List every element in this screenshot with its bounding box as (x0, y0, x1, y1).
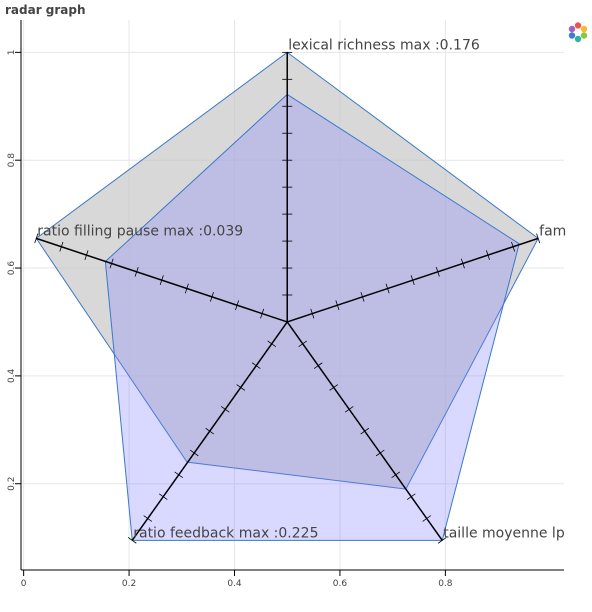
spoke-tick (251, 362, 261, 369)
spoke-tick (391, 471, 401, 479)
spoke-tick (236, 384, 246, 391)
spoke-layer (34, 51, 541, 544)
spoke-tick (184, 283, 189, 294)
spoke-tick (159, 275, 164, 286)
x-tick-label: 0.4 (227, 579, 242, 589)
spoke-tick (310, 308, 315, 319)
spoke-tick (410, 275, 415, 286)
x-tick-label: 0.8 (438, 579, 453, 589)
spoke-tick (437, 537, 447, 544)
spoke-tick (422, 515, 432, 522)
spoke-tick (189, 449, 199, 457)
spoke-tick (267, 340, 277, 348)
x-tick-label: 0.6 (333, 579, 348, 589)
series-polygon-2 (104, 93, 520, 541)
spoke-label: lexical richness max :0.176 (288, 37, 480, 53)
spoke-tick (511, 241, 516, 252)
spoke-tick (235, 300, 239, 311)
spoke-tick (158, 493, 168, 500)
spoke-tick (435, 266, 440, 277)
spoke-tick (143, 515, 153, 522)
spoke-tick (205, 427, 215, 435)
spoke-tick (406, 493, 416, 500)
y-tick-label: 1 (7, 49, 17, 55)
y-tick-label: 0.6 (7, 261, 17, 276)
spoke-tick (260, 308, 265, 319)
spoke-tick (344, 406, 354, 413)
spoke-tick (313, 362, 323, 369)
spoke-tick (360, 292, 365, 302)
spoke-tick (220, 406, 230, 413)
spoke-tick (536, 233, 541, 244)
label-layer: lexical richness max :0.176 fam taille moy… (37, 37, 566, 541)
spoke-tick (59, 241, 64, 252)
axes-layer: 0 0.2 0.4 0.6 0.8 0.2 0.4 0.6 0.8 1 (7, 20, 564, 589)
spoke-tick (298, 340, 308, 348)
spoke-tick (385, 283, 390, 294)
spoke-tick (34, 233, 39, 244)
spoke-tick (127, 537, 137, 544)
spoke-tick (375, 449, 385, 457)
spoke-tick (360, 427, 370, 435)
spoke-label: fam (539, 223, 566, 239)
spoke-tick (174, 471, 184, 479)
y-tick-label: 0.4 (7, 368, 17, 383)
x-tick-label: 0 (21, 579, 27, 589)
spoke-tick (335, 300, 340, 311)
spoke-tick (84, 250, 89, 260)
spoke-tick (486, 250, 490, 260)
spoke-tick (209, 292, 214, 302)
spoke-label: ratio feedback max :0.225 (133, 525, 318, 541)
spoke-label: taille moyenne lp (443, 525, 565, 541)
bokeh-logo-icon[interactable] (567, 21, 589, 43)
y-tick-label: 0.2 (7, 477, 17, 491)
chart-title: radar graph (5, 3, 86, 17)
spoke-tick (109, 258, 114, 269)
spoke-label: ratio filling pause max :0.039 (37, 223, 243, 239)
y-tick-label: 0.8 (7, 153, 17, 168)
spoke-tick (329, 384, 339, 391)
spoke-tick (460, 258, 465, 269)
x-tick-label: 0.2 (122, 579, 136, 589)
spoke-tick (134, 266, 139, 277)
